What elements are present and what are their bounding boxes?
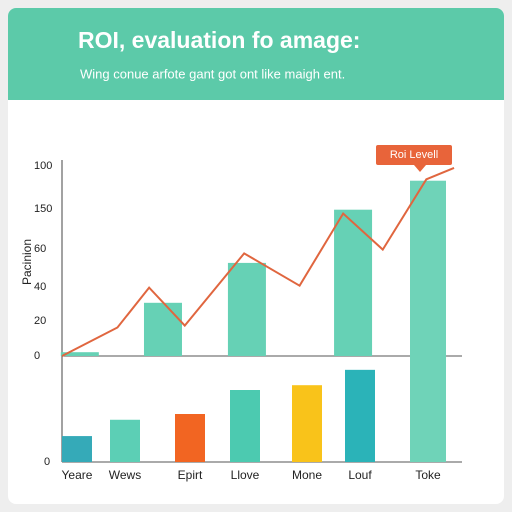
bar [62,436,92,462]
subtitle: Wing conue arfote gant got ont like maig… [80,66,345,81]
y-tick-label: 20 [34,315,46,327]
bar [143,302,182,356]
bar [60,352,99,356]
y-tick-label: 0 [44,456,50,468]
bar [227,262,266,356]
bar [175,414,205,462]
bar [410,180,446,462]
line [61,166,455,357]
bar [110,419,140,462]
bar [345,369,375,462]
x-tick-label: Llove [231,468,260,482]
y-axis-label: Pacinion [20,239,34,285]
x-tick-label: Yeare [62,468,93,482]
bar [292,385,322,462]
annotation-box [376,145,452,165]
annotation: Roi Levell [390,149,438,161]
x-tick-label: Toke [415,468,441,482]
y-tick-label: 100 [34,160,52,172]
y-tick-label: 60 [34,243,46,255]
x-tick-label: Mone [292,468,322,482]
card [8,8,504,504]
y-tick-label: 150 [34,203,52,215]
x-tick-label: Louf [348,468,372,482]
bar [230,390,260,462]
header-band [8,8,504,100]
x-tick-label: Wews [109,468,141,482]
y-tick-label: 40 [34,281,46,293]
title: ROI, evaluation fo amage: [78,27,360,53]
x-tick-label: Epirt [178,468,203,482]
bar [334,209,373,356]
y-tick-label: 0 [34,350,40,362]
annotation-pointer [414,165,426,172]
